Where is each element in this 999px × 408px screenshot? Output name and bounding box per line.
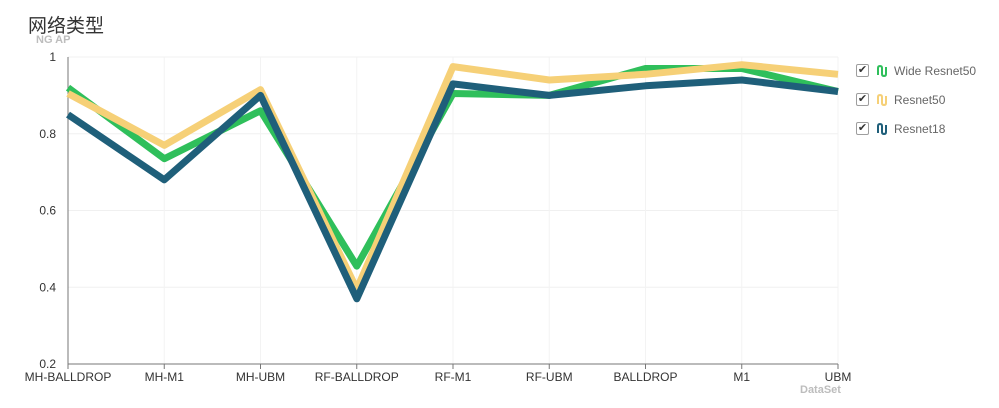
legend-label: Resnet18 bbox=[894, 121, 946, 136]
legend-checkbox[interactable]: ✔ bbox=[856, 64, 869, 77]
legend-item-resnet18[interactable]: ✔ Resnet18 bbox=[856, 120, 976, 137]
grid bbox=[68, 56, 839, 364]
x-tick-label: UBM bbox=[825, 370, 852, 384]
axes: 0.2 0.4 0.6 0.8 1 MH-BALLDROP MH-M1 MH-UBM RF-BA… bbox=[25, 50, 852, 384]
x-tick-label: RF-M1 bbox=[435, 370, 472, 384]
series-lines bbox=[65, 61, 839, 303]
line-series-icon bbox=[877, 122, 887, 135]
x-tick-label: RF-BALLDROP bbox=[315, 370, 399, 384]
y-axis-label: NG AP bbox=[36, 34, 71, 46]
y-tick-label: 0.6 bbox=[39, 204, 56, 218]
legend-label: Wide Resnet50 bbox=[894, 63, 977, 78]
chart-title: 网络类型 bbox=[28, 16, 105, 37]
x-tick-label: MH-BALLDROP bbox=[25, 370, 112, 384]
y-tick-label: 1 bbox=[49, 50, 56, 64]
x-tick-label: M1 bbox=[733, 370, 750, 384]
line-series-icon bbox=[877, 93, 887, 106]
x-tick-label: BALLDROP bbox=[613, 370, 677, 384]
y-tick-label: 0.2 bbox=[39, 357, 56, 371]
series-line-resnet50[interactable] bbox=[66, 61, 839, 293]
legend-item-wide-resnet50[interactable]: ✔ Wide Resnet50 bbox=[856, 62, 976, 79]
series-line-resnet18[interactable] bbox=[66, 76, 839, 303]
y-tick-label: 0.4 bbox=[39, 280, 56, 294]
line-series-icon bbox=[877, 64, 887, 77]
x-tick-label: MH-UBM bbox=[236, 370, 285, 384]
legend-checkbox[interactable]: ✔ bbox=[856, 122, 869, 135]
legend-item-resnet50[interactable]: ✔ Resnet50 bbox=[856, 91, 976, 108]
x-tick-label: MH-M1 bbox=[145, 370, 185, 384]
legend-label: Resnet50 bbox=[894, 92, 946, 107]
y-tick-label: 0.8 bbox=[39, 127, 56, 141]
legend-checkbox[interactable]: ✔ bbox=[856, 93, 869, 106]
legend: ✔ Wide Resnet50 ✔ Resnet50 ✔ Resnet18 bbox=[856, 62, 976, 149]
x-tick-label: RF-UBM bbox=[526, 370, 573, 384]
x-axis-label: DataSet bbox=[800, 384, 841, 396]
